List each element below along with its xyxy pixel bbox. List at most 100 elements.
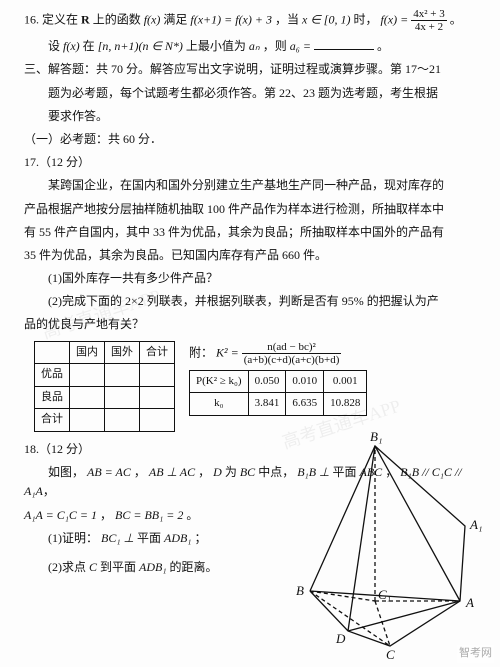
q17-q2b: 品的优良与产地有关？	[24, 315, 482, 334]
cell: 0.010	[286, 370, 324, 393]
text: 附：	[189, 345, 213, 359]
blank-cell[interactable]	[105, 386, 140, 409]
cell: 国外	[105, 341, 140, 364]
math: AB ⊥ AC	[149, 465, 195, 479]
math: BC₁ ⊥	[101, 531, 134, 545]
math: C	[89, 560, 97, 574]
blank-cell[interactable]	[70, 386, 105, 409]
label-A1: A₁	[469, 517, 482, 532]
cell: 3.841	[248, 393, 286, 416]
eq: f(x+1) = f(x) + 3	[190, 12, 272, 26]
cell: 6.635	[286, 393, 324, 416]
label-B1: B₁	[370, 431, 382, 444]
label-D: D	[335, 631, 346, 646]
text: 设	[48, 39, 60, 53]
section3-sub: （一）必考题：共 60 分．	[24, 130, 482, 149]
cell: 0.001	[324, 370, 367, 393]
text: 上最小值为	[186, 39, 246, 53]
frac-den: 4x + 2	[411, 21, 447, 33]
text: 到平面	[100, 560, 139, 574]
text: 在	[83, 39, 95, 53]
label-C1: C₁	[378, 587, 391, 602]
math: ADB₁	[139, 560, 167, 574]
k2-lhs: K² =	[216, 345, 242, 359]
k2-block: 附： K² = n(ad − bc)² (a+b)(c+d)(a+c)(b+d)…	[189, 341, 367, 416]
fraction: 4x² + 3 4x + 2	[411, 8, 447, 33]
blank-cell[interactable]	[70, 409, 105, 432]
math: AB = AC	[87, 465, 131, 479]
q17-q2a: (2)完成下面的 2×2 列联表，并根据列联表，判断是否有 95% 的把握认为产	[24, 292, 482, 311]
blank-cell[interactable]	[140, 386, 175, 409]
fx: f(x)	[144, 12, 161, 26]
blank-cell[interactable]	[70, 364, 105, 387]
frac-den: (a+b)(c+d)(a+c)(b+d)	[242, 354, 342, 366]
set-R: R	[81, 12, 90, 26]
math: BC = BB₁ = 2	[115, 508, 183, 522]
math: A₁A = C₁C = 1	[24, 508, 97, 522]
blank-cell[interactable]	[140, 364, 175, 387]
text: ，当	[275, 12, 299, 26]
text: 平面	[137, 531, 164, 545]
q16-line1: 16. 定义在 R 上的函数 f(x) 满足 f(x+1) = f(x) + 3…	[24, 8, 482, 33]
text: (2)求点	[48, 560, 89, 574]
text: ，	[100, 508, 112, 522]
section3-head1: 三、解答题：共 70 分。解答应写出文字说明，证明过程或演算步骤。第 17～21	[24, 60, 482, 79]
text: 如图，	[48, 465, 84, 479]
text: ；	[194, 531, 206, 545]
tables-row: 国内 国外 合计 优品 良品 合计 附： K² =	[34, 341, 482, 432]
text: 。	[377, 39, 389, 53]
cell: 国内	[70, 341, 105, 364]
cell: k₀	[190, 393, 249, 416]
cell	[35, 341, 70, 364]
text: 上的函数	[93, 12, 141, 26]
math: BC	[240, 465, 255, 479]
cell: 优品	[35, 364, 70, 387]
label-C: C	[386, 647, 395, 661]
cell: P(K² ≥ k₀)	[190, 370, 249, 393]
cell: 合计	[140, 341, 175, 364]
a6: a₆ =	[290, 39, 314, 53]
cell: 良品	[35, 386, 70, 409]
text: 满足	[163, 12, 187, 26]
text: 。	[186, 508, 198, 522]
q17-p1: 某跨国企业，在国内和国外分别建立生产基地生产同一种产品，现对库存的	[24, 176, 482, 195]
k2-formula: 附： K² = n(ad − bc)² (a+b)(c+d)(a+c)(b+d)	[189, 341, 367, 366]
cond: x ∈ [0, 1)	[302, 12, 350, 26]
footer-watermark: 智考网	[457, 645, 494, 663]
text: 为	[225, 465, 240, 479]
math: ADB₁	[164, 531, 192, 545]
label-B: B	[296, 583, 304, 598]
text: (1)证明：	[48, 531, 98, 545]
blank-cell[interactable]	[140, 409, 175, 432]
q17-num: 17.（12 分）	[24, 153, 482, 172]
section3-head3: 要求作答。	[24, 107, 482, 126]
answer-blank[interactable]	[314, 38, 374, 50]
contingency-table: 国内 国外 合计 优品 良品 合计	[34, 341, 175, 432]
text: 。	[450, 12, 462, 26]
cell: 10.828	[324, 393, 367, 416]
q17-p3: 有 55 件产自国内，其中 33 件为优品，其余为良品；所抽取样本中国外的产品有	[24, 223, 482, 242]
interval: [n, n+1)(n ∈ N*)	[98, 39, 183, 53]
blank-cell[interactable]	[105, 364, 140, 387]
cell: 0.050	[248, 370, 286, 393]
fx: f(x)	[63, 39, 80, 53]
fraction: n(ad − bc)² (a+b)(c+d)(a+c)(b+d)	[242, 341, 342, 366]
section3-head2: 题为必考题，每个试题考生都必须作答。第 22、23 题为选考题，考生根据	[24, 84, 482, 103]
q17-p4: 35 件为优品，其余为良品。已知国内库存有产品 660 件。	[24, 246, 482, 265]
math: D	[213, 465, 222, 479]
critical-values-table: P(K² ≥ k₀) 0.050 0.010 0.001 k₀ 3.841 6.…	[189, 370, 367, 416]
text: ，则	[263, 39, 287, 53]
blank-cell[interactable]	[105, 409, 140, 432]
label-A: A	[465, 595, 474, 610]
frac-num: n(ad − bc)²	[242, 341, 342, 354]
text: 时，	[353, 12, 377, 26]
q17-p2: 产品根据产地按分层抽样随机抽取 100 件产品作为样本进行检测，所抽取样本中	[24, 200, 482, 219]
q16-line2: 设 f(x) 在 [n, n+1)(n ∈ N*) 上最小值为 aₙ ，则 a₆…	[24, 37, 482, 56]
cell: 合计	[35, 409, 70, 432]
text: 16. 定义在	[24, 12, 78, 26]
frac-num: 4x² + 3	[411, 8, 447, 21]
text: ，	[134, 465, 146, 479]
an: aₙ	[249, 39, 260, 53]
geometry-figure: B₁ A₁ B C₁ A D C	[280, 431, 490, 661]
text: ，	[198, 465, 210, 479]
